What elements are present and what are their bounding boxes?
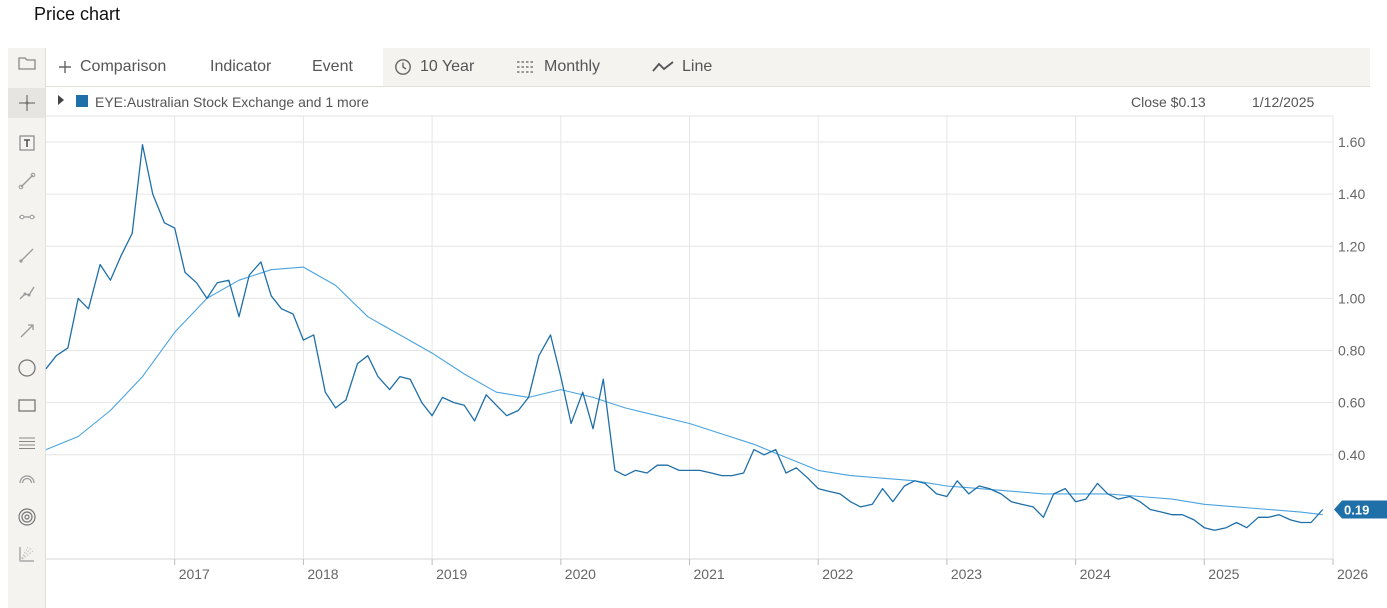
rectangle-tool[interactable] [8,390,45,420]
x-tick-label: 2022 [822,566,853,582]
target-circles-tool[interactable] [8,502,45,532]
target-icon [17,508,36,526]
x-tick-label: 2023 [951,566,982,582]
line-tool[interactable] [8,240,45,270]
x-tick-label: 2020 [565,566,596,582]
circle-tool[interactable] [8,353,45,383]
event-button[interactable]: Event [312,48,353,86]
toolbar-add-group [46,48,383,86]
series-color-swatch [76,95,88,107]
close-price: Close $0.13 [1131,94,1206,110]
y-tick-label: 0.40 [1338,447,1365,463]
horizontal-ray-icon [18,214,35,220]
chart-grid [46,115,1334,560]
comparison-button[interactable]: Comparison [58,48,166,86]
plus-icon [59,61,71,73]
chart-axes: 0.40 0.60 0.80 1.00 1.20 1.40 1.60 2017 2018 2019… [174,134,1387,582]
folder-icon [17,57,36,70]
clock-icon [395,59,411,75]
current-value-tag: 0.19 [1334,500,1387,519]
polyline-tool[interactable] [8,278,45,308]
interval-label: Monthly [544,58,601,75]
horizontal-ray-tool[interactable] [8,202,45,232]
series-legend: EYE:Australian Stock Exchange and 1 more… [46,88,1336,116]
folder-button[interactable] [8,48,45,78]
y-tick-label: 1.00 [1338,290,1365,306]
x-tick-label: 2024 [1080,566,1111,582]
arrow-icon [20,324,34,338]
y-tick-label: 1.20 [1338,238,1365,254]
moving-average-line [45,266,1323,516]
current-value-badge [1334,500,1387,519]
x-tick-label: 2019 [436,566,467,582]
text-tool[interactable] [8,128,45,158]
fan-icon [18,546,34,562]
close-date: 1/12/2025 [1252,94,1315,110]
comparison-label: Comparison [80,58,167,75]
series-label[interactable]: EYE:Australian Stock Exchange and 1 more [95,94,369,110]
expand-legend-icon[interactable] [58,95,64,105]
horizontal-lines-tool[interactable] [8,428,45,458]
event-label: Event [312,58,353,75]
rectangle-icon [17,399,36,412]
polyline-icon [19,286,35,300]
indicator-label: Indicator [210,58,272,75]
circle-icon [17,359,36,377]
x-tick-label: 2021 [694,566,725,582]
line-icon [18,248,33,263]
price-line [45,144,1324,531]
trend-line-tool[interactable] [8,166,45,196]
arrow-tool[interactable] [8,316,45,346]
range-selector[interactable]: 10 Year [394,48,474,86]
line-chart-icon [652,61,674,72]
current-value-label: 0.19 [1344,502,1369,517]
interval-selector[interactable]: Monthly [516,48,600,86]
x-tick-label: 2018 [307,566,338,582]
horizontal-lines-icon [18,437,35,450]
x-tick-label: 2017 [179,566,210,582]
range-label: 10 Year [420,58,475,75]
y-tick-label: 0.60 [1338,395,1365,411]
y-tick-label: 1.60 [1338,134,1365,150]
drawing-toolbar [8,48,46,608]
text-box-icon [18,135,35,151]
chart-series [45,144,1324,531]
chart-type-label: Line [682,58,713,75]
chart-toolbar: Comparison Indicator Event 10 Year Month… [46,48,1370,87]
crosshair-icon [18,95,35,111]
arc-tool[interactable] [8,464,45,494]
indicator-button[interactable]: Indicator [210,48,271,86]
interval-icon [517,61,535,73]
arc-icon [18,475,35,484]
y-tick-label: 1.40 [1338,186,1365,202]
trend-line-icon [18,172,35,190]
page-title: Price chart [34,4,121,24]
x-tick-label: 2025 [1208,566,1239,582]
fan-tool[interactable] [8,539,45,569]
y-tick-label: 0.80 [1338,343,1365,359]
chart-type-selector[interactable]: Line [652,48,712,86]
x-tick-label: 2026 [1337,566,1368,582]
crosshair-tool[interactable] [8,88,45,118]
